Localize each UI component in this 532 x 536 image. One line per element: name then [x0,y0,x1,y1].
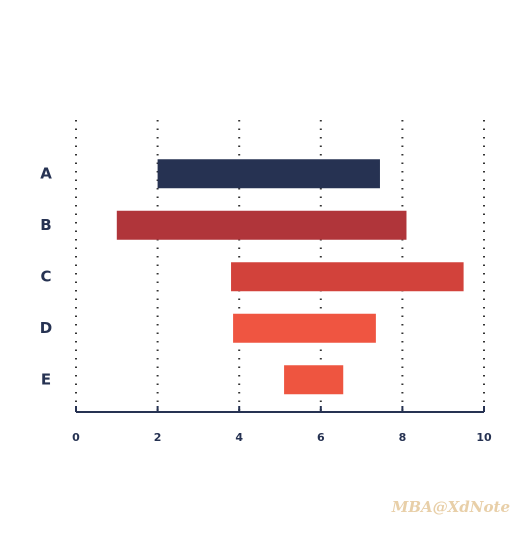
bar [231,262,464,292]
bar [233,313,376,343]
y-tick-label: B [40,216,51,234]
y-tick-label: C [40,267,51,285]
x-tick-label: 10 [476,431,492,444]
x-tick-label: 6 [317,431,325,444]
y-tick-label: E [41,370,51,388]
watermark: MBA@XdNote [391,498,510,516]
bar [157,159,380,189]
x-tick-label: 8 [399,431,407,444]
bar [116,210,407,240]
y-tick-label: A [40,164,52,182]
x-tick-label: 4 [235,431,243,444]
x-tick-label: 0 [72,431,80,444]
x-tick-label: 2 [154,431,162,444]
bar [284,365,344,395]
y-tick-label: D [40,319,52,337]
